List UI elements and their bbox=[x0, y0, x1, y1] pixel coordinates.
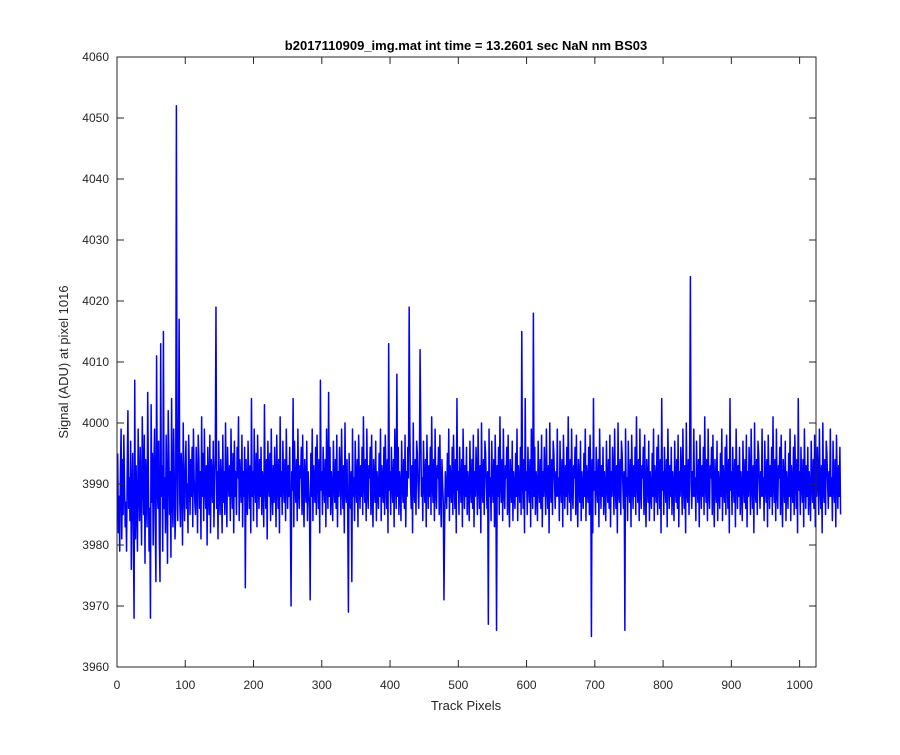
y-tick-label: 4020 bbox=[82, 294, 109, 308]
y-tick-label: 4060 bbox=[82, 50, 109, 64]
x-tick-label: 700 bbox=[585, 678, 605, 692]
x-tick-label: 400 bbox=[380, 678, 400, 692]
x-tick-label: 100 bbox=[175, 678, 195, 692]
y-axis-label: Signal (ADU) at pixel 1016 bbox=[56, 285, 71, 438]
y-tick-label: 4010 bbox=[82, 355, 109, 369]
x-tick-label: 300 bbox=[312, 678, 332, 692]
x-tick-label: 800 bbox=[653, 678, 673, 692]
y-tick-label: 4050 bbox=[82, 111, 109, 125]
axes-background bbox=[117, 57, 816, 667]
x-axis-ticks: 0 100 200 300 400 500 600 700 800 900 1000 bbox=[114, 57, 813, 692]
y-tick-label: 4000 bbox=[82, 416, 109, 430]
x-tick-label: 600 bbox=[517, 678, 537, 692]
x-tick-label: 1000 bbox=[786, 678, 813, 692]
y-tick-label: 3990 bbox=[82, 477, 109, 491]
x-tick-label: 0 bbox=[114, 678, 121, 692]
y-axis-ticks: 3960 3970 3980 3990 4000 4010 4020 4030 4040 4050… bbox=[82, 50, 816, 674]
y-tick-label: 3980 bbox=[82, 538, 109, 552]
y-tick-label: 4040 bbox=[82, 172, 109, 186]
series-layer bbox=[116, 105, 842, 638]
y-tick-label: 3960 bbox=[82, 660, 109, 674]
x-axis-label: Track Pixels bbox=[431, 698, 502, 713]
y-tick-label: 4030 bbox=[82, 233, 109, 247]
y-tick-label: 3970 bbox=[82, 599, 109, 613]
chart-title: b2017110909_img.mat int time = 13.2601 s… bbox=[285, 38, 647, 53]
x-tick-label: 200 bbox=[244, 678, 264, 692]
x-tick-label: 500 bbox=[448, 678, 468, 692]
series-line-1 bbox=[116, 105, 842, 638]
x-tick-label: 900 bbox=[721, 678, 741, 692]
